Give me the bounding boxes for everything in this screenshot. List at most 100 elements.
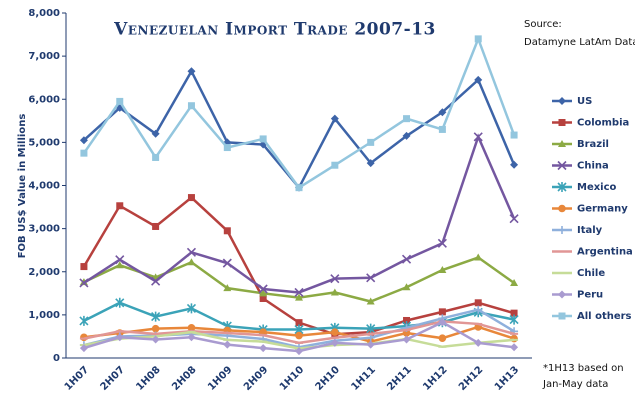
footnote-line: Jan-May data	[542, 379, 608, 390]
series	[80, 35, 518, 192]
legend-marker	[557, 182, 567, 192]
y-tick-label: 6,000	[28, 94, 60, 105]
source-line: Source:	[524, 19, 562, 30]
marker	[509, 214, 519, 224]
legend-marker	[558, 97, 566, 105]
marker	[330, 338, 339, 347]
series	[79, 318, 519, 356]
marker	[187, 194, 195, 202]
marker	[258, 284, 268, 294]
marker	[438, 108, 447, 117]
marker	[223, 144, 231, 152]
x-tick-label: 1H11	[349, 364, 377, 392]
marker	[187, 333, 196, 342]
x-tick-label: 2H09	[242, 364, 270, 392]
footnote-line: *1H13 based on	[543, 363, 624, 374]
x-tick-label: 2H11	[385, 364, 413, 392]
y-tick-label: 2,000	[28, 267, 60, 278]
legend-label: Peru	[577, 290, 603, 301]
y-tick-label: 0	[53, 353, 60, 364]
marker	[186, 247, 197, 257]
marker	[295, 293, 303, 301]
marker	[259, 344, 268, 353]
marker	[115, 255, 125, 265]
legend-marker	[558, 290, 566, 299]
marker	[115, 333, 124, 342]
marker	[474, 299, 482, 307]
legend-marker	[558, 140, 566, 147]
marker	[331, 161, 339, 169]
marker	[259, 135, 267, 143]
legend-label: Argentina	[577, 247, 633, 258]
marker	[80, 149, 88, 157]
marker	[366, 323, 376, 334]
marker	[366, 159, 375, 168]
marker	[474, 75, 483, 84]
series-line	[83, 133, 516, 294]
marker	[223, 284, 232, 292]
x-tick-label: 1H08	[134, 364, 162, 392]
marker	[366, 297, 375, 305]
legend-marker	[558, 204, 566, 213]
y-tick-label: 4,000	[28, 181, 60, 192]
x-tick-label: 1H09	[206, 364, 234, 392]
x-tick-label: 1H10	[278, 364, 306, 392]
legend-label: China	[577, 161, 609, 172]
chart-title: Venezuelan Import Trade 2007-13	[113, 20, 436, 40]
series	[80, 194, 518, 338]
marker	[259, 289, 268, 297]
y-tick-label: 8,000	[28, 8, 60, 19]
marker	[438, 125, 446, 133]
legend-label: Chile	[577, 268, 605, 279]
marker	[151, 276, 161, 286]
marker	[331, 328, 339, 336]
marker	[80, 263, 88, 271]
marker	[510, 309, 518, 317]
legend-marker	[557, 160, 567, 171]
marker	[223, 340, 232, 349]
legend-marker	[558, 119, 566, 126]
marker	[79, 344, 88, 353]
series-line	[83, 68, 516, 190]
marker	[437, 238, 447, 248]
marker	[79, 136, 88, 145]
marker	[473, 132, 483, 142]
marker	[187, 324, 196, 332]
marker	[474, 305, 483, 314]
marker	[295, 184, 303, 192]
marker	[223, 227, 231, 235]
marker	[510, 131, 518, 139]
marker	[330, 114, 339, 123]
marker	[330, 288, 339, 296]
marker	[330, 274, 340, 284]
marker	[222, 258, 232, 268]
marker	[438, 318, 447, 327]
marker	[115, 297, 125, 308]
x-tick-label: 2H12	[457, 364, 485, 392]
marker	[402, 283, 411, 291]
marker	[402, 131, 411, 140]
marker	[79, 278, 89, 288]
x-tick-label: 1H12	[421, 364, 449, 392]
marker	[474, 253, 483, 261]
legend-label: Germany	[577, 204, 628, 215]
marker	[295, 331, 303, 340]
marker	[510, 160, 519, 169]
x-tick-label: 2H10	[314, 364, 342, 392]
marker	[151, 335, 160, 344]
marker	[509, 314, 519, 325]
marker	[510, 278, 519, 286]
marker	[187, 67, 196, 76]
y-tick-label: 1,000	[28, 310, 60, 321]
marker	[151, 324, 160, 333]
marker	[187, 258, 196, 266]
x-tick-label: 1H13	[493, 364, 521, 392]
series	[79, 253, 519, 305]
marker	[295, 347, 303, 356]
legend-label: Colombia	[577, 118, 629, 129]
legend-label: All others	[577, 311, 632, 322]
marker	[186, 303, 197, 314]
y-tick-label: 5,000	[28, 137, 60, 148]
marker	[438, 266, 447, 274]
x-tick-label: 2H07	[99, 364, 127, 392]
